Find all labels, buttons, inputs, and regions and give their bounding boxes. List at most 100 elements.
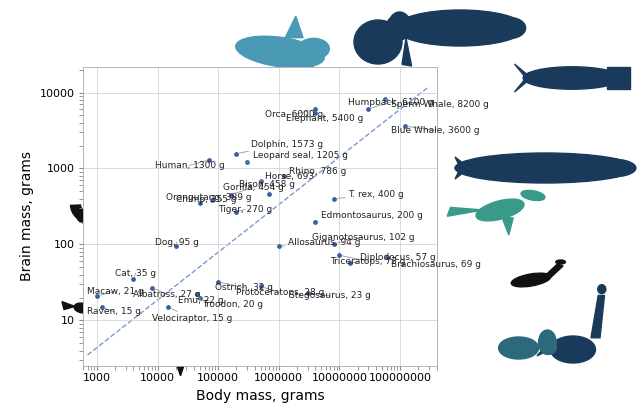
Polygon shape bbox=[114, 193, 123, 201]
Polygon shape bbox=[502, 218, 513, 235]
Ellipse shape bbox=[521, 191, 545, 201]
Text: Dog, 95 g: Dog, 95 g bbox=[155, 238, 198, 247]
Text: Stegosaurus, 23 g: Stegosaurus, 23 g bbox=[290, 291, 371, 300]
Point bbox=[231, 150, 241, 157]
Ellipse shape bbox=[598, 285, 606, 294]
Ellipse shape bbox=[309, 333, 322, 340]
Ellipse shape bbox=[248, 135, 263, 151]
Ellipse shape bbox=[153, 345, 187, 362]
Point bbox=[192, 291, 202, 298]
Point bbox=[256, 283, 266, 290]
Polygon shape bbox=[607, 67, 630, 89]
Ellipse shape bbox=[476, 199, 524, 221]
Text: Human, 1300 g: Human, 1300 g bbox=[155, 161, 225, 170]
Polygon shape bbox=[119, 355, 154, 364]
Ellipse shape bbox=[499, 337, 539, 359]
Text: Humpback, 6100 g: Humpback, 6100 g bbox=[349, 97, 434, 108]
Polygon shape bbox=[240, 349, 272, 358]
Text: Emu, 22 g: Emu, 22 g bbox=[178, 297, 224, 305]
Polygon shape bbox=[455, 157, 469, 179]
Text: T. rex, 400 g: T. rex, 400 g bbox=[336, 191, 404, 199]
X-axis label: Body mass, grams: Body mass, grams bbox=[196, 389, 324, 403]
Polygon shape bbox=[514, 64, 528, 78]
Polygon shape bbox=[402, 38, 412, 66]
Polygon shape bbox=[175, 360, 186, 376]
Point bbox=[329, 240, 339, 247]
Polygon shape bbox=[62, 302, 75, 310]
Polygon shape bbox=[169, 128, 179, 176]
Text: Protoceratops, 28 g: Protoceratops, 28 g bbox=[236, 287, 325, 297]
Ellipse shape bbox=[271, 340, 309, 355]
Polygon shape bbox=[299, 55, 317, 77]
Text: Allosaurus, 94 g: Allosaurus, 94 g bbox=[282, 238, 360, 247]
Circle shape bbox=[171, 115, 177, 121]
Polygon shape bbox=[544, 264, 563, 277]
Text: Gorilla, 454 g: Gorilla, 454 g bbox=[223, 183, 284, 194]
Text: Giganotosaurus, 102 g: Giganotosaurus, 102 g bbox=[312, 233, 414, 243]
Point bbox=[363, 106, 374, 112]
Text: Tiger, 270 g: Tiger, 270 g bbox=[218, 205, 272, 214]
Text: Chimp, 355 g: Chimp, 355 g bbox=[176, 195, 236, 204]
Text: Macaw, 21 g: Macaw, 21 g bbox=[87, 287, 144, 296]
Ellipse shape bbox=[542, 342, 556, 354]
Point bbox=[171, 243, 181, 250]
Text: Ostrich, 32 g: Ostrich, 32 g bbox=[216, 282, 273, 292]
Ellipse shape bbox=[87, 299, 94, 306]
Text: Troodon, 20 g: Troodon, 20 g bbox=[200, 297, 264, 310]
Polygon shape bbox=[285, 16, 303, 38]
Point bbox=[279, 173, 289, 180]
Text: Edmontosaurus, 200 g: Edmontosaurus, 200 g bbox=[318, 211, 423, 221]
Text: Rhino, 786 g: Rhino, 786 g bbox=[286, 167, 347, 176]
Ellipse shape bbox=[78, 211, 119, 225]
Point bbox=[334, 252, 345, 259]
Ellipse shape bbox=[493, 17, 526, 39]
Text: Albatross, 27 g: Albatross, 27 g bbox=[134, 289, 201, 299]
Text: Velociraptor, 15 g: Velociraptor, 15 g bbox=[152, 308, 232, 323]
Text: Bison, 458 g: Bison, 458 g bbox=[239, 180, 295, 191]
Point bbox=[213, 279, 223, 285]
Point bbox=[381, 253, 392, 260]
Text: Elephant, 5400 g: Elephant, 5400 g bbox=[286, 114, 363, 123]
Ellipse shape bbox=[236, 36, 324, 68]
Point bbox=[231, 208, 241, 215]
Polygon shape bbox=[395, 15, 405, 41]
Ellipse shape bbox=[556, 260, 566, 264]
Polygon shape bbox=[180, 343, 193, 352]
Point bbox=[204, 156, 214, 163]
Point bbox=[256, 177, 266, 184]
Text: Blue Whale, 3600 g: Blue Whale, 3600 g bbox=[391, 126, 480, 135]
Point bbox=[225, 191, 236, 198]
Ellipse shape bbox=[550, 336, 596, 363]
Point bbox=[163, 304, 173, 310]
Text: Dolphin, 1573 g: Dolphin, 1573 g bbox=[239, 139, 324, 153]
Ellipse shape bbox=[298, 38, 329, 59]
Ellipse shape bbox=[111, 205, 127, 218]
Point bbox=[146, 284, 157, 291]
Ellipse shape bbox=[511, 273, 551, 287]
Point bbox=[92, 292, 102, 299]
Polygon shape bbox=[514, 78, 528, 92]
Ellipse shape bbox=[591, 159, 636, 177]
Point bbox=[273, 243, 284, 250]
Ellipse shape bbox=[455, 153, 635, 183]
Y-axis label: Brain mass, grams: Brain mass, grams bbox=[20, 151, 34, 281]
Ellipse shape bbox=[388, 12, 411, 40]
Text: Brachiosaurus, 69 g: Brachiosaurus, 69 g bbox=[386, 257, 481, 269]
Point bbox=[195, 199, 205, 206]
Point bbox=[242, 159, 252, 166]
Ellipse shape bbox=[386, 17, 399, 37]
Point bbox=[195, 294, 205, 301]
Point bbox=[310, 109, 320, 116]
Text: Diplodocus, 57 g: Diplodocus, 57 g bbox=[353, 253, 436, 262]
Point bbox=[128, 276, 139, 282]
Point bbox=[345, 260, 355, 266]
Text: Triceratops, 72 g: Triceratops, 72 g bbox=[330, 256, 405, 266]
Ellipse shape bbox=[539, 330, 556, 354]
Point bbox=[380, 96, 390, 102]
Ellipse shape bbox=[74, 303, 90, 313]
Polygon shape bbox=[300, 337, 314, 346]
Point bbox=[207, 196, 218, 203]
Ellipse shape bbox=[395, 10, 525, 46]
Ellipse shape bbox=[236, 127, 250, 144]
Polygon shape bbox=[537, 341, 550, 356]
